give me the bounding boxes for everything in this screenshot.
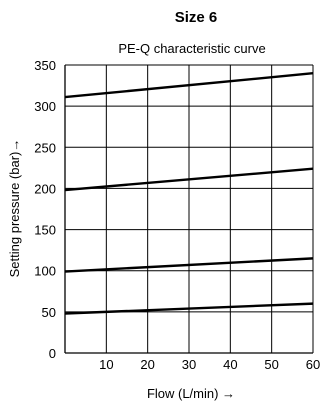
- x-tick-label: 30: [182, 357, 196, 372]
- y-tick-label: 250: [34, 140, 56, 155]
- x-axis-label: Flow (L/min) →: [147, 386, 235, 401]
- y-tick-label: 100: [34, 264, 56, 279]
- series-line-3: [64, 167, 314, 192]
- y-tick-label: 200: [34, 181, 56, 196]
- x-tick-label: 40: [223, 357, 237, 372]
- y-tick-label: 300: [34, 99, 56, 114]
- chart-subtitle: PE-Q characteristic curve: [118, 41, 265, 56]
- x-tick-label: 10: [99, 357, 113, 372]
- y-axis-label: Setting pressure (bar)→: [7, 139, 22, 278]
- series-line-1: [64, 302, 314, 315]
- y-tick-label: 0: [49, 346, 56, 361]
- series-line-4: [64, 72, 314, 99]
- x-tick-label: 60: [306, 357, 320, 372]
- x-tick-label: 20: [140, 357, 154, 372]
- chart-title: Size 6: [175, 9, 218, 26]
- grid: [64, 64, 314, 354]
- series-group: [64, 72, 314, 315]
- y-tick-label: 150: [34, 223, 56, 238]
- x-tick-label: 50: [264, 357, 278, 372]
- y-tick-label: 350: [34, 58, 56, 73]
- series-line-2: [64, 257, 314, 273]
- tick-labels: 10 20 30 40 50 60 0 50 100 150 200 250 300 350: [34, 58, 320, 372]
- y-tick-label: 50: [42, 305, 56, 320]
